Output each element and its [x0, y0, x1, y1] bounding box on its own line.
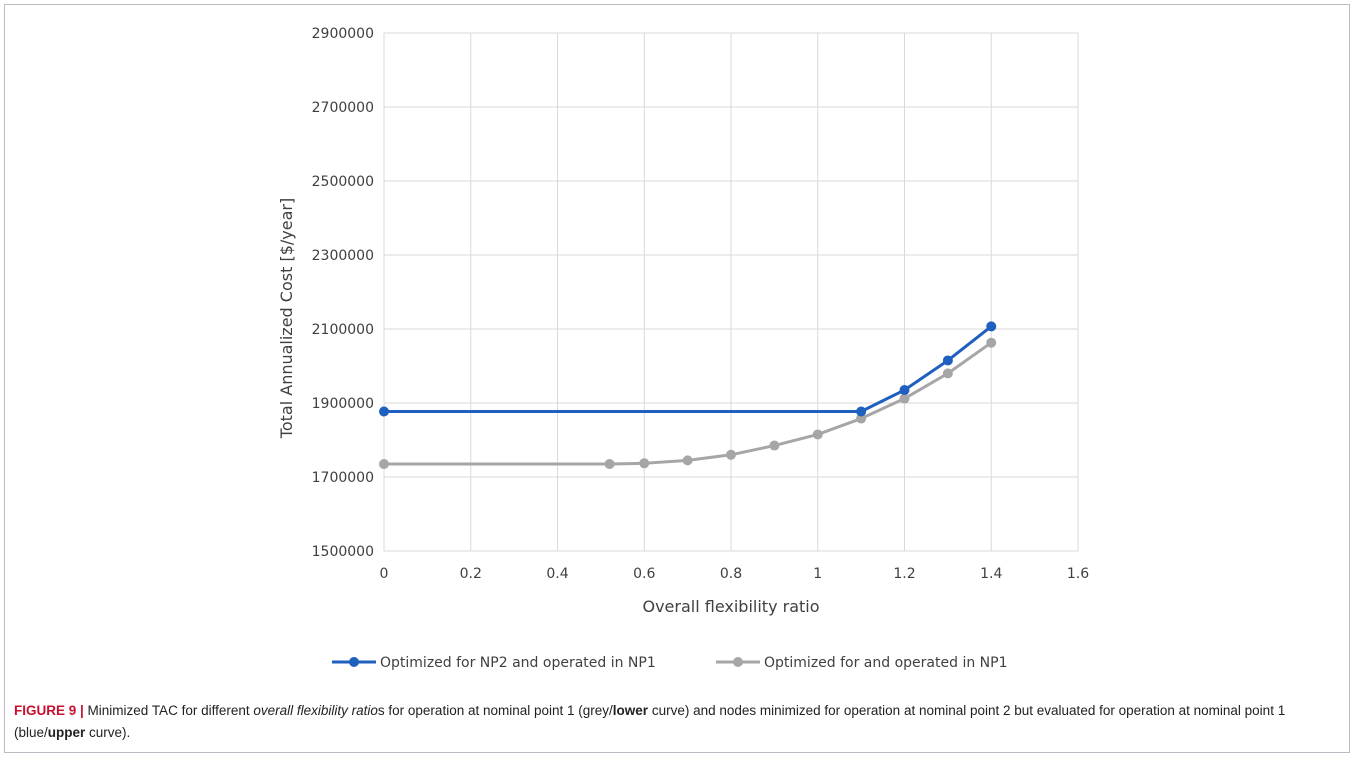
- x-tick-label: 1.6: [1067, 566, 1089, 582]
- legend: Optimized for NP2 and operated in NP1 Opt…: [332, 655, 1007, 671]
- data-point: [812, 429, 823, 440]
- caption-label: FIGURE 9 |: [14, 703, 84, 718]
- y-axis-title: Total Annualized Cost [$/year]: [277, 198, 296, 439]
- x-tick-label: 0.4: [546, 566, 568, 582]
- data-point: [379, 406, 389, 417]
- x-axis-title: Overall flexibility ratio: [642, 597, 819, 616]
- data-point: [604, 459, 615, 470]
- y-tick-label: 2300000: [312, 248, 374, 264]
- data-point: [379, 459, 389, 470]
- y-tick-label: 2900000: [312, 26, 374, 42]
- x-tick-label: 0.6: [633, 566, 655, 582]
- caption-text-2: s for operation at nominal point 1 (grey…: [377, 703, 613, 718]
- legend-marker: [733, 657, 743, 667]
- y-tick-label: 2100000: [312, 322, 374, 338]
- x-tick-label: 0.8: [720, 566, 742, 582]
- y-tick-label: 1700000: [312, 470, 374, 486]
- y-tick-label: 1500000: [312, 544, 374, 560]
- legend-label: Optimized for NP2 and operated in NP1: [380, 655, 656, 671]
- x-tick-label: 1.4: [980, 566, 1002, 582]
- caption-text-4: curve).: [85, 725, 131, 740]
- data-point: [639, 458, 650, 469]
- legend-marker: [349, 657, 359, 667]
- data-point: [856, 406, 867, 417]
- data-point: [986, 321, 997, 332]
- data-point: [899, 385, 910, 396]
- data-point: [986, 337, 997, 348]
- data-point: [856, 413, 867, 424]
- x-tick-label: 0.2: [460, 566, 482, 582]
- series-layer: [379, 321, 997, 470]
- grid-lines: [383, 32, 1079, 552]
- data-point: [942, 355, 953, 366]
- y-tick-label: 2500000: [312, 174, 374, 190]
- caption-text-3: curve) and nodes minimized for operation…: [14, 703, 1286, 740]
- line-chart: 1500000 1700000 1900000 2100000 2300000 25000…: [277, 26, 1090, 671]
- x-tick-label: 1.2: [893, 566, 915, 582]
- y-tick-labels: 1500000 1700000 1900000 2100000 2300000 25000…: [312, 26, 374, 560]
- x-tick-labels: 0 0.2 0.4 0.6 0.8 1 1.2 1.4 1.6: [380, 566, 1090, 582]
- data-point: [899, 393, 910, 404]
- data-point: [769, 440, 780, 451]
- x-tick-label: 1: [813, 566, 822, 582]
- data-point: [942, 368, 953, 379]
- y-tick-label: 2700000: [312, 100, 374, 116]
- caption-emphasis: overall flexibility ratio: [253, 703, 378, 718]
- caption-bold-lower: lower: [612, 703, 649, 718]
- data-point: [682, 455, 693, 466]
- caption-text-1: Minimized TAC for different: [83, 703, 254, 718]
- figure-caption: FIGURE 9 | Minimized TAC for different o…: [14, 700, 1334, 744]
- x-tick-label: 0: [380, 566, 389, 582]
- y-tick-label: 1900000: [312, 396, 374, 412]
- data-point: [726, 449, 736, 460]
- figure-frame: [4, 4, 1350, 753]
- caption-bold-upper: upper: [47, 725, 86, 740]
- legend-label: Optimized for and operated in NP1: [764, 655, 1007, 671]
